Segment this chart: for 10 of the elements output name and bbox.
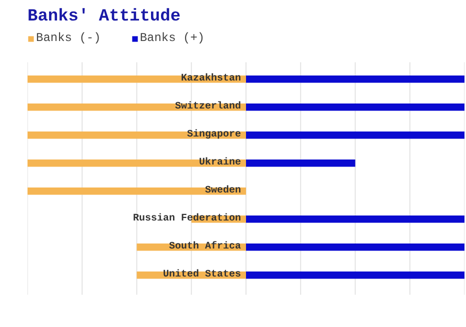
y-tick-label: South Africa [168, 240, 242, 253]
chart-title: Banks' Attitude [28, 8, 181, 26]
y-tick-label: Ukraine [198, 156, 242, 169]
y-tick-label: Sweden [204, 184, 242, 197]
legend-label: Banks (-) [36, 31, 101, 45]
y-tick-label: Switzerland [174, 100, 242, 113]
y-tick-label: United States [162, 268, 242, 281]
y-tick-label: Singapore [186, 128, 242, 141]
y-tick-label: Kazakhstan [180, 72, 242, 85]
legend-label: Banks (+) [140, 31, 205, 45]
